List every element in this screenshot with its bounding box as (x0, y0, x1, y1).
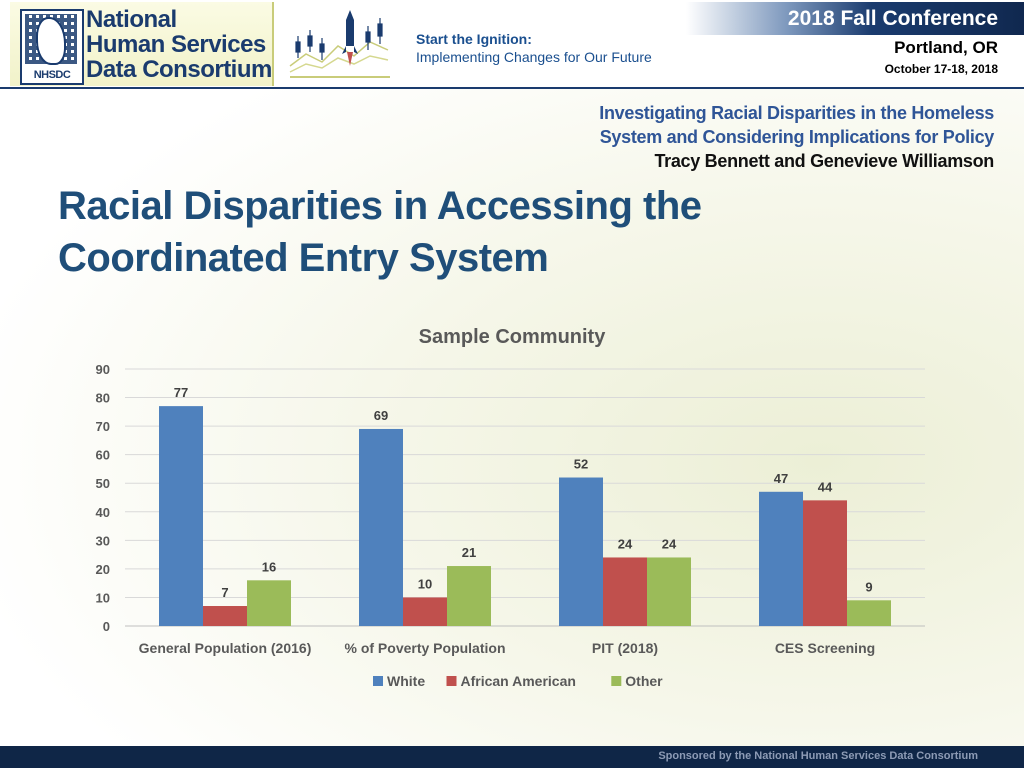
bar (647, 557, 691, 626)
y-tick-label: 90 (96, 362, 110, 377)
bar (203, 606, 247, 626)
bar (759, 491, 803, 626)
bar-chart: Sample Community010203040506070809077716… (96, 326, 925, 689)
header: NHSDC National Human Services Data Conso… (0, 0, 1024, 89)
x-tick-label: General Population (2016) (139, 640, 312, 656)
data-label: 47 (774, 471, 788, 486)
slogan-line-1: Start the Ignition: (416, 31, 532, 47)
session-title-line-1: Investigating Racial Disparities in the … (599, 103, 994, 123)
bar (403, 597, 447, 626)
y-tick-label: 0 (103, 619, 110, 634)
logo-emblem-icon: NHSDC (20, 9, 84, 85)
y-tick-label: 20 (96, 562, 110, 577)
data-label: 24 (662, 536, 677, 551)
y-tick-label: 70 (96, 419, 110, 434)
legend-label: African American (461, 673, 576, 689)
bar (359, 428, 403, 626)
org-name: National Human Services Data Consortium (86, 7, 272, 82)
slide-title-line-2: Coordinated Entry System (58, 236, 549, 280)
bar (803, 500, 847, 626)
bar (559, 477, 603, 626)
data-label: 21 (462, 545, 476, 560)
data-label: 44 (818, 479, 833, 494)
header-divider (0, 87, 1024, 89)
y-tick-label: 80 (96, 391, 110, 406)
session-title-line-2: System and Considering Implications for … (599, 127, 995, 147)
conference-title: 2018 Fall Conference (787, 7, 998, 30)
org-name-line-2: Human Services (86, 31, 266, 58)
legend-swatch (373, 676, 383, 686)
data-label: 77 (174, 385, 188, 400)
footer-bar: Sponsored by the National Human Services… (0, 746, 1024, 768)
legend-label: White (387, 673, 425, 689)
bar (847, 600, 891, 626)
bar (447, 566, 491, 626)
slide-title-line-1: Racial Disparities in Accessing the (58, 184, 702, 228)
x-tick-label: % of Poverty Population (344, 640, 505, 656)
bar (159, 406, 203, 626)
org-name-line-1: National (86, 6, 177, 33)
rocket-chart-icon (289, 10, 390, 78)
data-label: 9 (865, 579, 872, 594)
legend-swatch (611, 676, 622, 686)
bar (247, 580, 291, 626)
conference-banner: 2018 Fall Conference (686, 2, 1024, 35)
data-label: 52 (574, 457, 588, 472)
chart-title: Sample Community (419, 326, 607, 348)
x-tick-label: PIT (2018) (592, 640, 658, 656)
conference-dates: October 17-18, 2018 (884, 62, 998, 76)
data-label: 24 (618, 536, 633, 551)
nhsdc-logo: NHSDC National Human Services Data Conso… (10, 2, 274, 86)
y-tick-label: 40 (96, 505, 110, 520)
legend-label: Other (625, 673, 663, 689)
org-name-line-3: Data Consortium (86, 56, 272, 83)
y-tick-label: 10 (96, 590, 110, 605)
conference-slogan: Start the Ignition: Implementing Changes… (416, 30, 652, 66)
data-label: 7 (221, 585, 228, 600)
data-label: 69 (374, 408, 388, 423)
y-tick-label: 50 (96, 476, 110, 491)
conference-city: Portland, OR (894, 38, 998, 57)
x-tick-label: CES Screening (775, 640, 875, 656)
legend-swatch (446, 676, 457, 686)
data-label: 16 (262, 559, 276, 574)
slogan-line-2: Implementing Changes for Our Future (416, 49, 652, 65)
y-tick-label: 30 (96, 533, 110, 548)
slide-title: Racial Disparities in Accessing the Coor… (58, 180, 702, 284)
bar (603, 557, 647, 626)
y-tick-label: 60 (96, 448, 110, 463)
footer-sponsor-text: Sponsored by the National Human Services… (658, 750, 978, 762)
session-presenters: Tracy Bennett and Genevieve Williamson (654, 151, 994, 171)
data-label: 10 (418, 576, 432, 591)
